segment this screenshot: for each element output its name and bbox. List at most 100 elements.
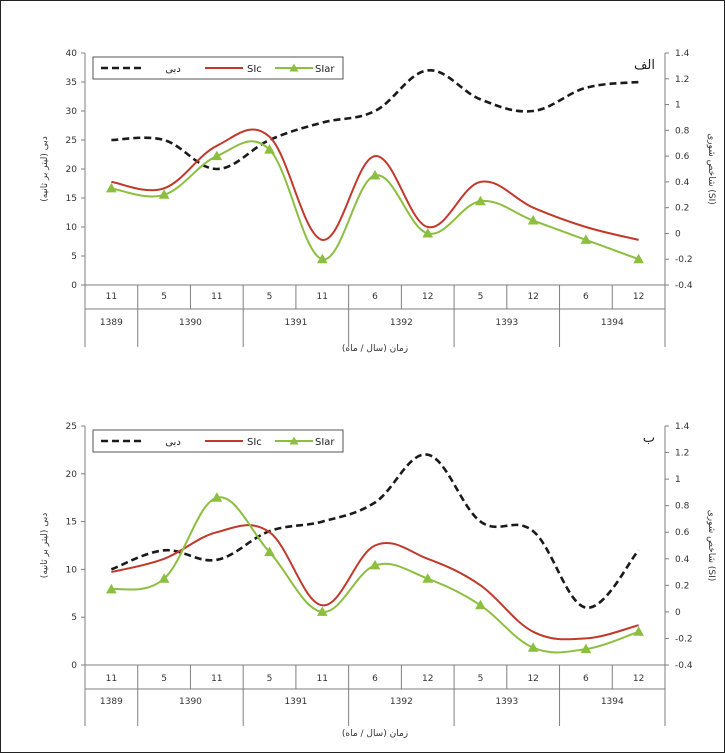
siar-marker: [264, 546, 275, 557]
siar-marker: [475, 195, 486, 206]
x-year-label: 1389: [100, 697, 123, 707]
x-month-label: 11: [211, 674, 222, 684]
x-month-label: 12: [527, 674, 538, 684]
x-year-label: 1389: [100, 318, 123, 328]
left-tick-label: 25: [66, 136, 77, 146]
x-month-label: 5: [267, 292, 273, 302]
right-tick-label: 1: [675, 101, 681, 111]
siar-marker: [211, 150, 223, 161]
x-month-label: 6: [583, 292, 589, 302]
left-tick-label: 15: [66, 194, 77, 204]
right-tick-label: 1.2: [675, 449, 689, 459]
right-tick-label: 1.4: [675, 422, 690, 432]
right-tick-label: -0.4: [675, 281, 693, 291]
x-month-label: 5: [161, 674, 167, 684]
right-tick-label: 0.2: [675, 581, 689, 591]
x-year-label: 1392: [390, 318, 413, 328]
x-year-label: 1390: [179, 318, 202, 328]
x-month-label: 6: [372, 674, 378, 684]
siar-marker: [316, 606, 328, 616]
x-year-label: 1393: [495, 318, 518, 328]
right-tick-label: 0.8: [675, 126, 690, 136]
x-month-label: 5: [478, 674, 484, 684]
x-month-label: 5: [478, 292, 484, 302]
left-tick-label: 0: [71, 281, 77, 291]
x-year-label: 1394: [601, 697, 624, 707]
series-line-sic: [111, 128, 639, 241]
panel-label: الف: [634, 58, 655, 73]
right-tick-label: 0: [675, 229, 681, 239]
x-month-label: 12: [527, 292, 538, 302]
left-tick-label: 15: [66, 518, 77, 528]
x-month-label: 11: [211, 292, 222, 302]
x-year-label: 1394: [601, 318, 624, 328]
siar-marker: [316, 253, 328, 264]
panel-label: ب: [643, 431, 655, 446]
siar-marker: [264, 144, 275, 154]
x-year-label: 1390: [179, 697, 202, 707]
siar-marker: [633, 253, 644, 264]
x-month-label: 12: [633, 674, 644, 684]
right-tick-label: 0.6: [675, 528, 690, 538]
siar-marker: [580, 234, 592, 244]
x-month-label: 6: [583, 674, 589, 684]
right-tick-label: 0: [675, 608, 681, 618]
siar-marker: [158, 573, 170, 583]
right-tick-label: -0.2: [675, 634, 693, 644]
left-axis-label: دبی (لیتر بر ثانیه): [40, 136, 50, 202]
x-month-label: 11: [106, 292, 117, 302]
right-tick-label: 1.4: [675, 49, 690, 59]
right-tick-label: 0.4: [675, 178, 690, 188]
siar-marker: [475, 599, 486, 610]
left-tick-label: 20: [66, 470, 78, 480]
x-month-label: 11: [317, 292, 328, 302]
x-month-label: 11: [317, 674, 328, 684]
siar-marker: [633, 626, 644, 636]
siar-marker: [369, 559, 381, 570]
chart-panel-1: 0 5 10 15 20 25 30 35 40 -0.4 -0.2 0 0.2 0.4 0.6 0.8 1 1.…: [40, 49, 716, 354]
series-line-siar: [111, 140, 639, 261]
right-tick-label: 0.2: [675, 204, 689, 214]
siar-marker: [422, 227, 434, 238]
siar-marker: [422, 573, 434, 583]
right-axis-label: شاخص شوری (SI): [706, 510, 716, 582]
x-axis-label: زمان (سال / ماه): [342, 344, 408, 354]
siar-marker: [527, 642, 539, 652]
x-month-label: 6: [372, 292, 378, 302]
chart-panel-2: 0 5 10 15 20 25 -0.4 -0.2 0 0.2 0.4 0.6 0.8 1 1.2 1.4 11…: [40, 422, 716, 739]
legend-marker-siar: [289, 436, 299, 445]
left-tick-label: 10: [66, 223, 78, 233]
left-tick-label: 10: [66, 565, 78, 575]
right-tick-label: 1: [675, 475, 681, 485]
left-tick-label: 5: [71, 252, 77, 262]
right-tick-label: -0.2: [675, 255, 693, 265]
right-tick-label: 0.8: [675, 502, 690, 512]
left-tick-label: 40: [66, 49, 78, 59]
left-tick-label: 30: [66, 107, 78, 117]
legend-label-sic: SIc: [247, 64, 262, 75]
siar-marker: [158, 189, 170, 199]
x-month-label: 5: [267, 674, 273, 684]
siar-marker: [106, 583, 117, 594]
right-tick-label: 0.6: [675, 152, 690, 162]
siar-marker: [211, 492, 223, 502]
legend-label-sic: SIc: [247, 437, 262, 448]
x-year-label: 1391: [284, 318, 307, 328]
legend-marker-siar: [289, 63, 299, 72]
left-tick-label: 25: [66, 422, 77, 432]
series-line-q: [110, 453, 640, 609]
left-axis-label: دبی (لیتر بر ثانیه): [40, 513, 50, 579]
siar-marker: [106, 182, 117, 193]
right-tick-label: -0.4: [675, 661, 693, 671]
siar-marker: [527, 215, 539, 225]
siar-marker: [369, 169, 381, 180]
series-line-q: [111, 69, 639, 171]
x-month-label: 11: [106, 674, 117, 684]
legend-label-q: دبی: [165, 437, 181, 448]
x-month-label: 12: [422, 674, 433, 684]
left-tick-label: 35: [66, 78, 77, 88]
legend-label-siar: SIar: [315, 437, 335, 448]
left-tick-label: 20: [66, 165, 78, 175]
